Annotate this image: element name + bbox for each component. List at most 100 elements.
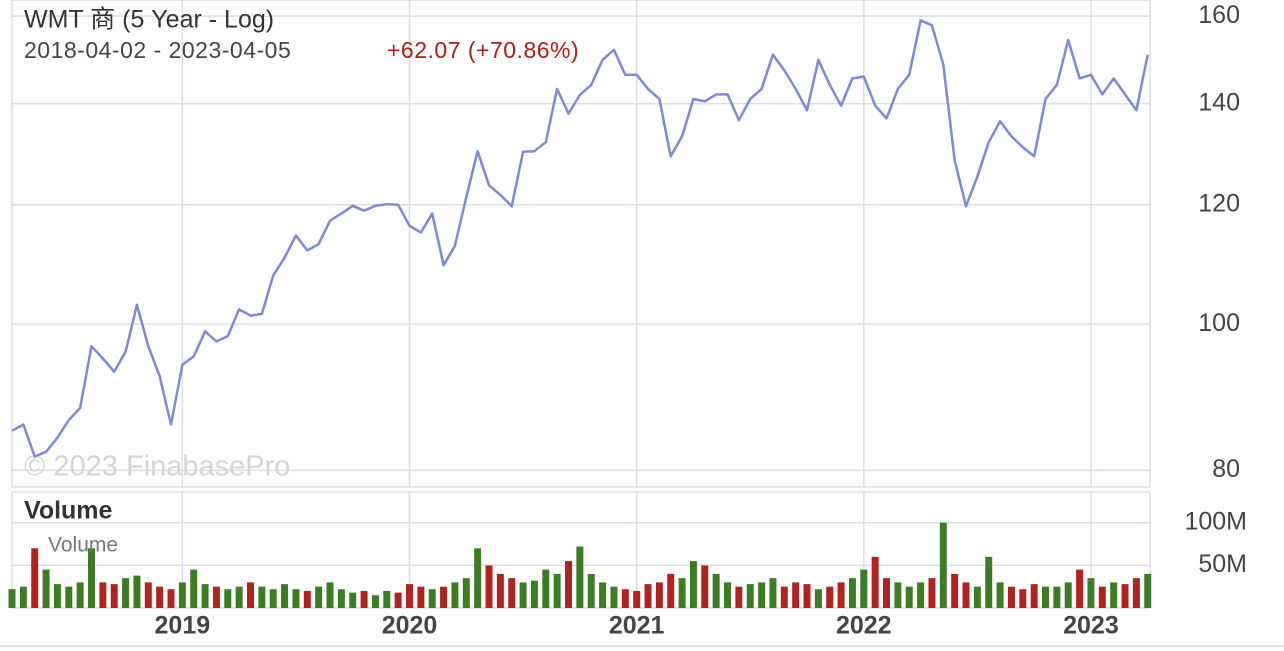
volume-bar bbox=[848, 578, 856, 608]
y-tick-label: 80 bbox=[1212, 455, 1240, 483]
volume-bar bbox=[530, 580, 538, 608]
volume-bar bbox=[871, 556, 879, 608]
volume-bar bbox=[758, 582, 766, 608]
volume-bar bbox=[1076, 569, 1084, 608]
y-tick-label: 160 bbox=[1198, 1, 1240, 29]
volume-bar bbox=[8, 589, 16, 608]
volume-bar bbox=[360, 590, 368, 608]
volume-bar bbox=[1042, 586, 1050, 608]
volume-bar bbox=[939, 522, 947, 608]
y-tick-label: 50M bbox=[1198, 550, 1247, 578]
volume-bar bbox=[1110, 582, 1118, 608]
volume-bar bbox=[269, 589, 277, 608]
x-tick-label: 2020 bbox=[382, 612, 438, 640]
volume-bar bbox=[1030, 584, 1038, 608]
volume-bar bbox=[19, 586, 27, 608]
volume-bar bbox=[701, 565, 709, 608]
volume-bar bbox=[565, 561, 572, 608]
volume-bar bbox=[337, 589, 345, 608]
volume-bar bbox=[247, 582, 254, 608]
volume-bar bbox=[973, 586, 981, 608]
volume-bar bbox=[769, 578, 777, 608]
volume-bar bbox=[587, 573, 595, 608]
volume-bar bbox=[962, 582, 970, 608]
volume-bar bbox=[519, 582, 527, 608]
volume-bar bbox=[826, 586, 834, 608]
volume-bar bbox=[462, 578, 470, 608]
volume-bar bbox=[1098, 586, 1106, 608]
grid bbox=[12, 0, 1150, 608]
volume-bar bbox=[860, 569, 868, 608]
volume-bar bbox=[951, 573, 959, 608]
volume-bar bbox=[780, 586, 788, 608]
volume-bar bbox=[315, 586, 323, 608]
y-tick-label: 100M bbox=[1184, 507, 1247, 535]
x-tick-label: 2022 bbox=[836, 612, 892, 640]
volume-bar bbox=[201, 584, 209, 608]
volume-bar bbox=[814, 589, 822, 608]
volume-bar bbox=[655, 582, 663, 608]
chart-title: WMT 商 (5 Year - Log) bbox=[24, 6, 274, 34]
price-panel bbox=[11, 0, 1151, 488]
volume-bar bbox=[371, 595, 379, 608]
volume-bar bbox=[292, 589, 300, 608]
volume-bar bbox=[235, 586, 243, 608]
volume-bar bbox=[1007, 586, 1015, 608]
volume-bar bbox=[349, 592, 357, 608]
volume-bar bbox=[1144, 573, 1152, 608]
marks bbox=[8, 19, 1152, 608]
volume-bar bbox=[496, 573, 504, 608]
volume-bar bbox=[712, 573, 720, 608]
volume-bar bbox=[928, 578, 936, 608]
price-change: +62.07 (+70.86%) bbox=[387, 37, 579, 63]
volume-bar bbox=[883, 578, 891, 608]
volume-bar bbox=[746, 584, 754, 608]
volume-bar bbox=[53, 584, 61, 608]
volume-bar bbox=[678, 578, 686, 608]
volume-bar bbox=[667, 573, 675, 608]
volume-bar bbox=[689, 561, 697, 608]
volume-bar bbox=[133, 575, 141, 608]
volume-bar bbox=[258, 586, 266, 608]
volume-bar bbox=[178, 582, 186, 608]
volume-bar bbox=[326, 582, 334, 608]
volume-bar bbox=[1132, 578, 1140, 608]
volume-bar bbox=[212, 586, 220, 608]
volume-bar bbox=[156, 586, 164, 608]
volume-bar bbox=[65, 586, 73, 608]
volume-bar bbox=[724, 582, 732, 608]
volume-bar bbox=[474, 548, 482, 608]
volume-bar bbox=[485, 565, 493, 608]
volume-bar bbox=[1087, 578, 1095, 608]
volume-bar bbox=[406, 584, 413, 608]
volume-bar bbox=[1064, 582, 1072, 608]
volume-bar bbox=[42, 569, 50, 608]
volume-bar bbox=[644, 584, 652, 608]
volume-bar bbox=[576, 546, 584, 608]
volume-bar bbox=[224, 589, 232, 608]
volume-bar bbox=[905, 586, 913, 608]
volume-bar bbox=[76, 582, 84, 608]
volume-bar bbox=[553, 573, 561, 608]
y-tick-label: 140 bbox=[1198, 88, 1240, 116]
volume-bar bbox=[599, 582, 607, 608]
volume-bar bbox=[144, 582, 152, 608]
volume-bar bbox=[792, 582, 800, 608]
volume-bar bbox=[167, 589, 175, 608]
x-tick-label: 2021 bbox=[609, 612, 665, 640]
volume-bar bbox=[428, 589, 436, 608]
volume-bar bbox=[985, 556, 993, 608]
volume-bar bbox=[735, 586, 743, 608]
volume-bar bbox=[837, 582, 845, 608]
volume-bar bbox=[1019, 589, 1027, 608]
volume-bar bbox=[1121, 584, 1129, 608]
price-line bbox=[11, 19, 1149, 458]
volume-bar bbox=[31, 548, 39, 608]
volume-title: Volume bbox=[24, 497, 113, 525]
volume-bar bbox=[451, 582, 459, 608]
volume-bar bbox=[190, 569, 198, 608]
volume-bar bbox=[383, 590, 391, 608]
x-tick-label: 2023 bbox=[1063, 612, 1119, 640]
y-tick-label: 100 bbox=[1198, 309, 1240, 337]
